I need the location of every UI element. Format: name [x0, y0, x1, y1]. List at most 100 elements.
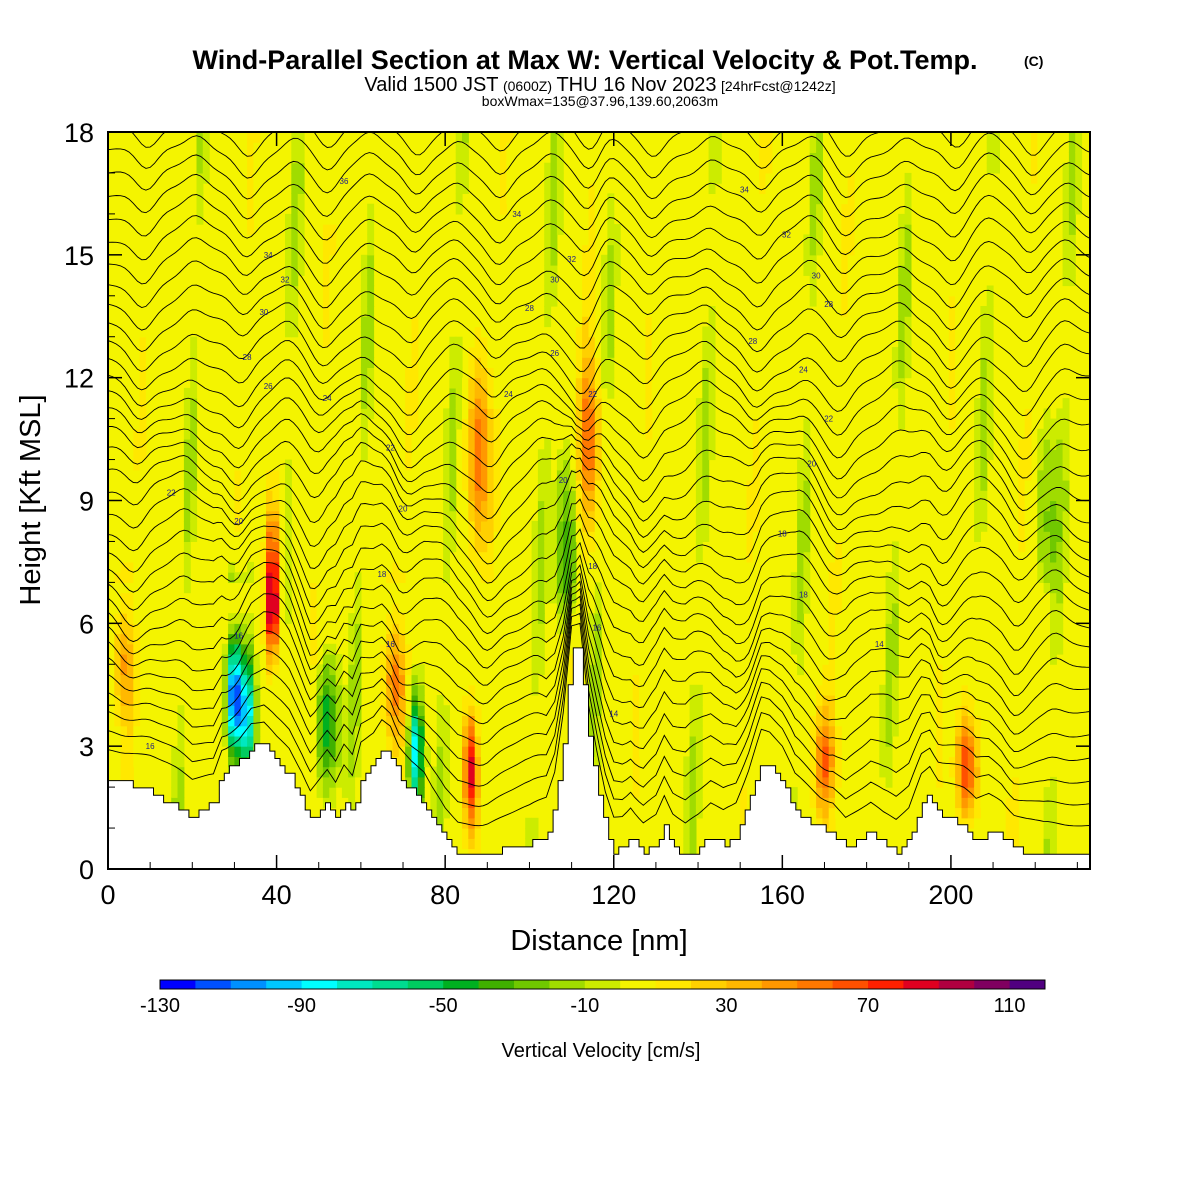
- w-cell: [645, 398, 653, 409]
- w-cell: [120, 531, 128, 542]
- w-cell: [948, 766, 956, 778]
- w-cell: [481, 787, 488, 798]
- w-cell: [177, 776, 185, 788]
- w-cell: [803, 541, 811, 553]
- w-cell: [904, 275, 912, 287]
- colorbar-swatch: [797, 980, 833, 989]
- w-cell: [468, 326, 476, 338]
- w-cell: [993, 142, 1000, 153]
- w-cell: [335, 735, 343, 747]
- w-cell: [221, 654, 229, 665]
- w-cell: [955, 387, 962, 399]
- colorbar-swatch: [761, 980, 798, 989]
- w-cell: [702, 398, 710, 409]
- w-cell: [411, 705, 419, 716]
- w-cell: [1043, 817, 1051, 829]
- w-cell: [171, 766, 179, 778]
- w-cell: [120, 756, 128, 768]
- w-cell: [948, 756, 956, 768]
- w-cell: [1024, 459, 1032, 471]
- w-cell: [569, 633, 577, 645]
- w-cell: [443, 705, 450, 716]
- w-cell: [291, 183, 299, 194]
- w-cell: [183, 439, 191, 450]
- w-cell: [202, 162, 210, 174]
- w-cell: [759, 244, 767, 256]
- w-cell: [329, 756, 337, 768]
- w-cell: [291, 152, 299, 164]
- w-cell: [594, 193, 602, 205]
- w-cell: [626, 817, 634, 829]
- w-cell: [632, 797, 640, 809]
- w-cell: [354, 725, 362, 737]
- w-cell: [980, 735, 988, 747]
- w-cell: [683, 766, 691, 778]
- w-cell: [1062, 224, 1070, 235]
- w-cell: [759, 193, 767, 205]
- w-cell: [955, 265, 962, 276]
- w-cell: [702, 490, 710, 502]
- w-cell: [259, 510, 267, 522]
- w-cell: [481, 551, 488, 563]
- w-cell: [639, 428, 646, 440]
- w-cell: [1050, 449, 1057, 461]
- w-cell: [550, 193, 558, 205]
- w-cell: [316, 336, 324, 348]
- w-cell: [904, 347, 912, 358]
- w-cell: [986, 142, 994, 153]
- w-cell: [266, 469, 273, 481]
- w-cell: [544, 490, 552, 502]
- w-cell: [183, 572, 191, 583]
- w-cell: [898, 244, 906, 256]
- w-cell: [961, 797, 969, 809]
- w-cell: [221, 695, 229, 706]
- w-cell: [443, 787, 450, 798]
- w-cell: [879, 725, 887, 737]
- w-cell: [980, 449, 988, 461]
- w-cell: [367, 357, 375, 368]
- w-cell: [443, 469, 450, 481]
- w-cell: [740, 776, 748, 788]
- w-cell: [417, 766, 425, 778]
- w-cell: [790, 572, 798, 583]
- theta-contour: [108, 528, 1090, 635]
- w-cell: [835, 490, 842, 502]
- w-cell: [1056, 459, 1064, 471]
- w-cell: [569, 490, 577, 502]
- w-cell: [594, 439, 602, 450]
- w-cell: [556, 602, 564, 614]
- w-cell: [645, 275, 653, 287]
- w-cell: [468, 541, 476, 553]
- w-cell: [803, 521, 811, 532]
- w-cell: [613, 234, 621, 246]
- w-cell: [120, 766, 128, 778]
- w-cell: [493, 193, 501, 205]
- w-cell: [1056, 602, 1064, 614]
- w-cell: [588, 490, 596, 502]
- w-cell: [474, 797, 482, 809]
- w-cell: [752, 428, 760, 440]
- w-cell: [1050, 480, 1057, 491]
- w-cell: [746, 551, 754, 563]
- w-cell: [803, 254, 811, 266]
- w-cell: [752, 377, 760, 389]
- w-cell: [139, 387, 147, 399]
- w-cell: [835, 285, 842, 297]
- theta-contour: [108, 580, 1090, 735]
- w-cell: [329, 643, 337, 655]
- w-cell: [133, 367, 141, 379]
- w-cell: [449, 418, 457, 430]
- w-cell: [898, 387, 906, 399]
- w-cell: [500, 224, 507, 235]
- w-cell: [563, 510, 571, 522]
- w-cell: [462, 183, 469, 194]
- w-cell: [133, 623, 141, 635]
- w-cell: [702, 531, 710, 542]
- w-cell: [253, 203, 261, 215]
- w-cell: [563, 582, 571, 594]
- w-cell: [1050, 807, 1057, 819]
- w-cell: [341, 725, 349, 737]
- w-cell: [961, 684, 969, 696]
- w-cell: [980, 367, 988, 379]
- w-cell: [354, 602, 362, 614]
